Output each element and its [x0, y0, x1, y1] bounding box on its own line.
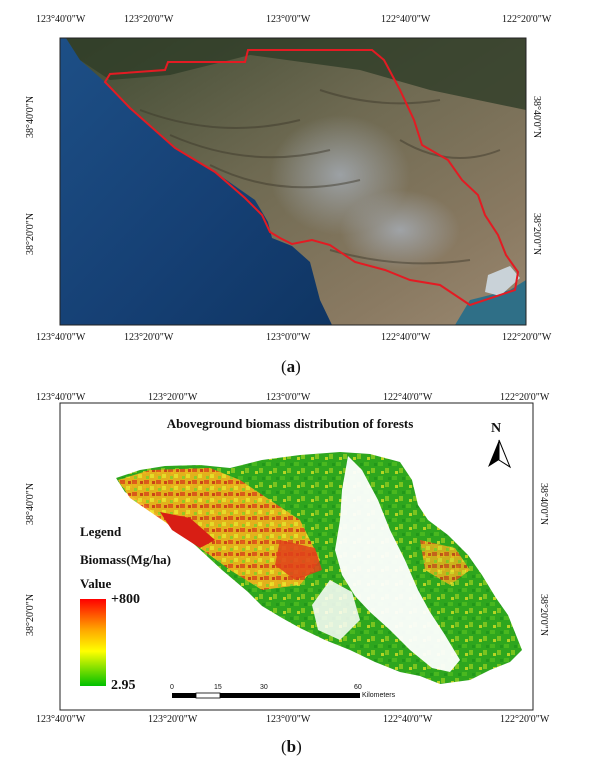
panel-a-top-lon-label: 123°40'0"W — [36, 14, 86, 25]
panel-b-map-title: Aboveground biomass distribution of fore… — [166, 416, 414, 431]
panel-a-caption: (a) — [281, 357, 301, 376]
panel-b-caption: (b) — [281, 737, 302, 756]
panel-a-bottom-lon-label: 122°20'0"W — [502, 332, 552, 343]
panel-a-bottom-lon-label: 123°20'0"W — [124, 332, 174, 343]
panel-b-bottom-lon-label: 123°0'0"W — [266, 714, 311, 725]
legend-max-label: +800 — [111, 592, 140, 607]
panel-b-bottom-lon-label: 122°40'0"W — [383, 714, 433, 725]
panel-b-bottom-lon-label: 123°40'0"W — [36, 714, 86, 725]
scale-bar-unit-label: Kilometers — [362, 692, 396, 699]
scale-bar-tick-label: 30 — [260, 684, 268, 691]
panel-b-bottom-lon-label: 122°20'0"W — [500, 714, 550, 725]
panel-b-biomass-map — [59, 402, 534, 711]
panel-a-bottom-lon-label: 122°40'0"W — [381, 332, 431, 343]
panel-a-top-lon-label: 122°20'0"W — [502, 14, 552, 25]
panel-b-left-lat-label: 38°40'0"N — [25, 482, 37, 526]
panel-b-left-lat-label: 38°20'0"N — [25, 593, 37, 637]
north-arrow-label: N — [491, 421, 502, 436]
scale-bar — [172, 692, 360, 699]
panel-a-satellite-map — [59, 37, 527, 326]
panel-a-left-lat-label: 38°40'0"N — [25, 95, 37, 139]
panel-b-top-lon-label: 123°0'0"W — [266, 392, 311, 403]
panel-b-right-lat-label: 38°20'0"N — [538, 593, 550, 637]
panel-a-bottom-lon-label: 123°40'0"W — [36, 332, 86, 343]
legend-heading: Legend — [80, 524, 122, 539]
scale-bar-tick-label: 60 — [354, 684, 362, 691]
panel-a-right-lat-label: 38°20'0"N — [531, 212, 543, 256]
panel-b-top-lon-label: 123°20'0"W — [148, 392, 198, 403]
legend-variable-label: Biomass(Mg/ha) — [80, 552, 171, 567]
legend-color-ramp — [80, 599, 106, 686]
legend-value-label: Value — [80, 576, 112, 591]
panel-b-bottom-lon-label: 123°20'0"W — [148, 714, 198, 725]
panel-a-top-lon-label: 122°40'0"W — [381, 14, 431, 25]
panel-b-right-lat-label: 38°40'0"N — [538, 482, 550, 526]
panel-a-top-lon-label: 123°0'0"W — [266, 14, 311, 25]
panel-a-left-lat-label: 38°20'0"N — [25, 212, 37, 256]
panel-b-top-lon-label: 123°40'0"W — [36, 392, 86, 403]
county-boundary-outline — [103, 49, 520, 307]
scale-bar-tick-label: 0 — [170, 684, 174, 691]
panel-a-top-lon-label: 123°20'0"W — [124, 14, 174, 25]
scale-bar-tick-label: 15 — [214, 684, 222, 691]
legend-min-label: 2.95 — [111, 678, 136, 693]
north-arrow-icon — [488, 439, 512, 469]
panel-b-top-lon-label: 122°20'0"W — [500, 392, 550, 403]
panel-a-right-lat-label: 38°40'0"N — [531, 95, 543, 139]
panel-a-bottom-lon-label: 123°0'0"W — [266, 332, 311, 343]
panel-b-top-lon-label: 122°40'0"W — [383, 392, 433, 403]
